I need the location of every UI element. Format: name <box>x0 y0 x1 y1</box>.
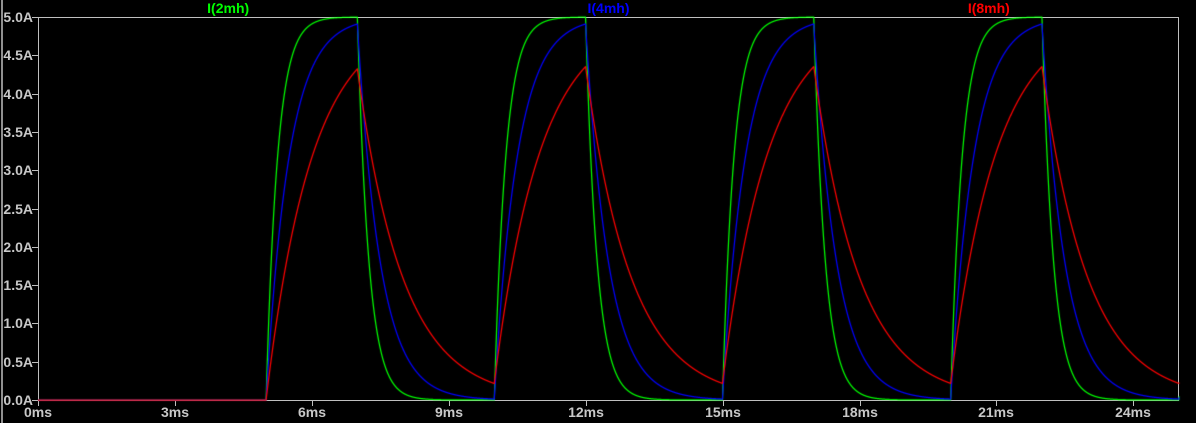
legend-label-i4mh: I(4mh) <box>587 0 630 16</box>
legend-label-i8mh: I(8mh) <box>967 0 1010 16</box>
legend-label-i2mh: I(2mh) <box>207 0 250 16</box>
